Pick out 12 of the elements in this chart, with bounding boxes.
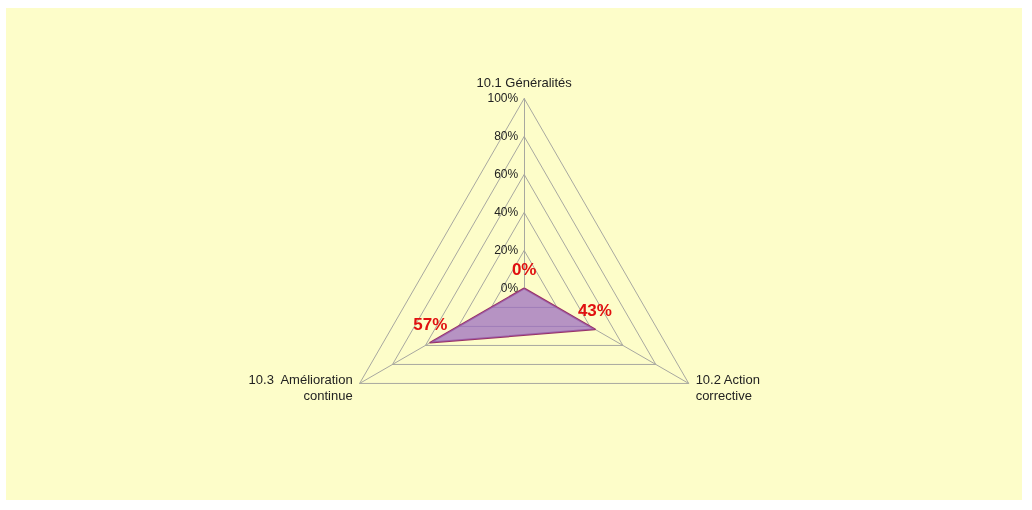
data-label: 43% — [577, 301, 612, 321]
data-label: 0% — [511, 260, 537, 280]
spoke-label: 10.1 Généralités — [476, 74, 573, 90]
spoke-label: 10.2 Action corrective — [695, 371, 760, 403]
y-tick-label: 80% — [494, 129, 519, 144]
y-tick-label: 60% — [494, 167, 519, 182]
data-label: 57% — [413, 314, 448, 334]
y-tick-label: 100% — [487, 91, 519, 106]
y-tick-label: 40% — [494, 205, 519, 220]
y-tick-label: 0% — [500, 281, 519, 296]
y-tick-label: 20% — [494, 243, 519, 258]
spoke-label: 10.3 Amélioration continue — [248, 371, 353, 403]
